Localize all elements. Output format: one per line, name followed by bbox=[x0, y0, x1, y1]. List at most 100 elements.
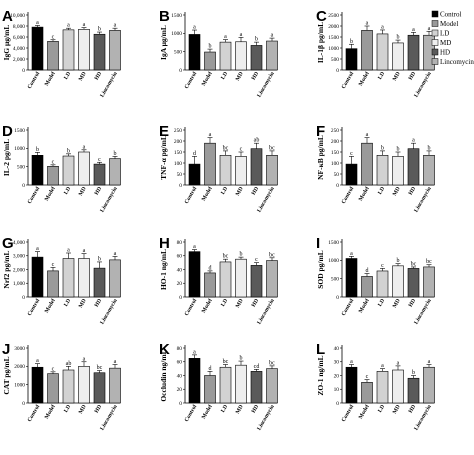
x-category-label: Model bbox=[201, 186, 214, 203]
significance-letter: a bbox=[83, 248, 86, 254]
bar bbox=[250, 371, 263, 404]
bar bbox=[188, 251, 201, 298]
y-axis-label: Occludin ng/mL bbox=[159, 349, 168, 401]
legend-swatch bbox=[431, 58, 439, 65]
bar bbox=[78, 258, 90, 298]
bar bbox=[266, 368, 278, 404]
panel-letter: A bbox=[2, 8, 13, 25]
bar bbox=[250, 45, 263, 71]
y-axis-label: HO-1 ng/mL bbox=[159, 249, 168, 290]
x-category-label: LD bbox=[377, 71, 386, 81]
bar bbox=[345, 366, 358, 404]
x-category-label: LD bbox=[377, 186, 386, 196]
significance-letter: c bbox=[240, 147, 243, 153]
significance-letter: d bbox=[209, 265, 212, 271]
x-category-label: HD bbox=[251, 298, 260, 308]
y-tick-label: 100 bbox=[174, 161, 182, 167]
legend-label: Control bbox=[440, 11, 461, 19]
bar bbox=[109, 367, 121, 404]
x-category-label: Control bbox=[27, 404, 42, 423]
panel-letter: D bbox=[2, 123, 13, 140]
y-tick-label: 150 bbox=[174, 150, 182, 156]
bar bbox=[407, 148, 420, 186]
panel-letter: J bbox=[2, 341, 10, 358]
bar bbox=[423, 266, 435, 298]
bar bbox=[62, 258, 75, 298]
significance-letter: b bbox=[255, 37, 258, 43]
panel-letter: C bbox=[316, 8, 327, 25]
bar bbox=[266, 155, 278, 186]
y-tick-label: 500 bbox=[331, 57, 339, 63]
panel-letter: F bbox=[316, 123, 325, 140]
panel-letter: E bbox=[159, 123, 169, 140]
x-category-label: HD bbox=[251, 71, 260, 81]
significance-letter: b bbox=[381, 145, 384, 151]
bar bbox=[250, 265, 263, 298]
y-tick-label: 2000 bbox=[328, 24, 339, 30]
significance-letter: bc bbox=[411, 261, 417, 267]
panel-letter: K bbox=[159, 341, 170, 358]
significance-letter: a bbox=[36, 20, 39, 26]
significance-letter: b bbox=[412, 370, 415, 376]
y-tick-label: 50 bbox=[177, 172, 183, 178]
y-tick-label: 500 bbox=[174, 49, 182, 55]
significance-letter: a bbox=[271, 33, 274, 39]
y-tick-label: 4,000 bbox=[13, 46, 25, 52]
bar bbox=[345, 48, 358, 71]
bar bbox=[361, 276, 373, 298]
y-tick-label: 0 bbox=[22, 401, 25, 407]
bar bbox=[188, 163, 201, 186]
significance-letter: b bbox=[397, 147, 400, 153]
y-tick-label: 0 bbox=[336, 295, 339, 301]
y-tick-label: 1000 bbox=[171, 31, 182, 37]
bar bbox=[407, 268, 420, 298]
significance-letter: c bbox=[52, 159, 55, 165]
significance-letter: a bbox=[114, 23, 117, 29]
y-tick-label: 1000 bbox=[14, 382, 25, 388]
bar bbox=[109, 158, 121, 186]
bar bbox=[423, 155, 435, 186]
bar bbox=[219, 155, 232, 186]
x-category-label: Model bbox=[201, 298, 214, 315]
y-tick-label: 40 bbox=[177, 373, 183, 379]
y-tick-label: 60 bbox=[177, 360, 183, 366]
bar bbox=[423, 366, 435, 404]
significance-letter: a bbox=[381, 363, 384, 369]
significance-letter: c bbox=[98, 157, 101, 163]
x-category-label: HD bbox=[94, 298, 103, 308]
y-tick-label: 60 bbox=[177, 254, 183, 260]
significance-letter: a bbox=[412, 138, 415, 144]
y-axis-label: ZO-1 ng/mL bbox=[316, 355, 325, 395]
bar bbox=[345, 258, 358, 298]
y-axis-label: IgG μg/mL bbox=[2, 25, 11, 61]
bar bbox=[109, 30, 121, 71]
x-category-label: HD bbox=[94, 71, 103, 81]
bar bbox=[188, 34, 201, 71]
significance-letter: b bbox=[209, 44, 212, 50]
y-tick-label: 10,000 bbox=[10, 13, 25, 19]
y-tick-label: 8,000 bbox=[13, 24, 25, 30]
y-tick-label: 1000 bbox=[328, 258, 339, 264]
y-tick-label: 1500 bbox=[328, 35, 339, 41]
x-category-label: MD bbox=[392, 186, 402, 197]
bar bbox=[361, 142, 373, 186]
y-tick-label: 250 bbox=[174, 128, 182, 134]
bar bbox=[31, 26, 44, 71]
bar bbox=[376, 155, 389, 186]
bar bbox=[376, 371, 389, 404]
x-category-label: Model bbox=[358, 404, 371, 421]
significance-letter: a bbox=[36, 358, 39, 364]
significance-letter: c bbox=[52, 34, 55, 40]
x-category-label: HD bbox=[408, 71, 417, 81]
y-axis-label: IgA μg/mL bbox=[159, 25, 168, 60]
y-axis-label: NF-κB pg/mL bbox=[316, 135, 325, 180]
x-category-label: Model bbox=[44, 186, 57, 203]
significance-letter: a bbox=[83, 356, 86, 362]
x-category-label: Model bbox=[358, 298, 371, 315]
